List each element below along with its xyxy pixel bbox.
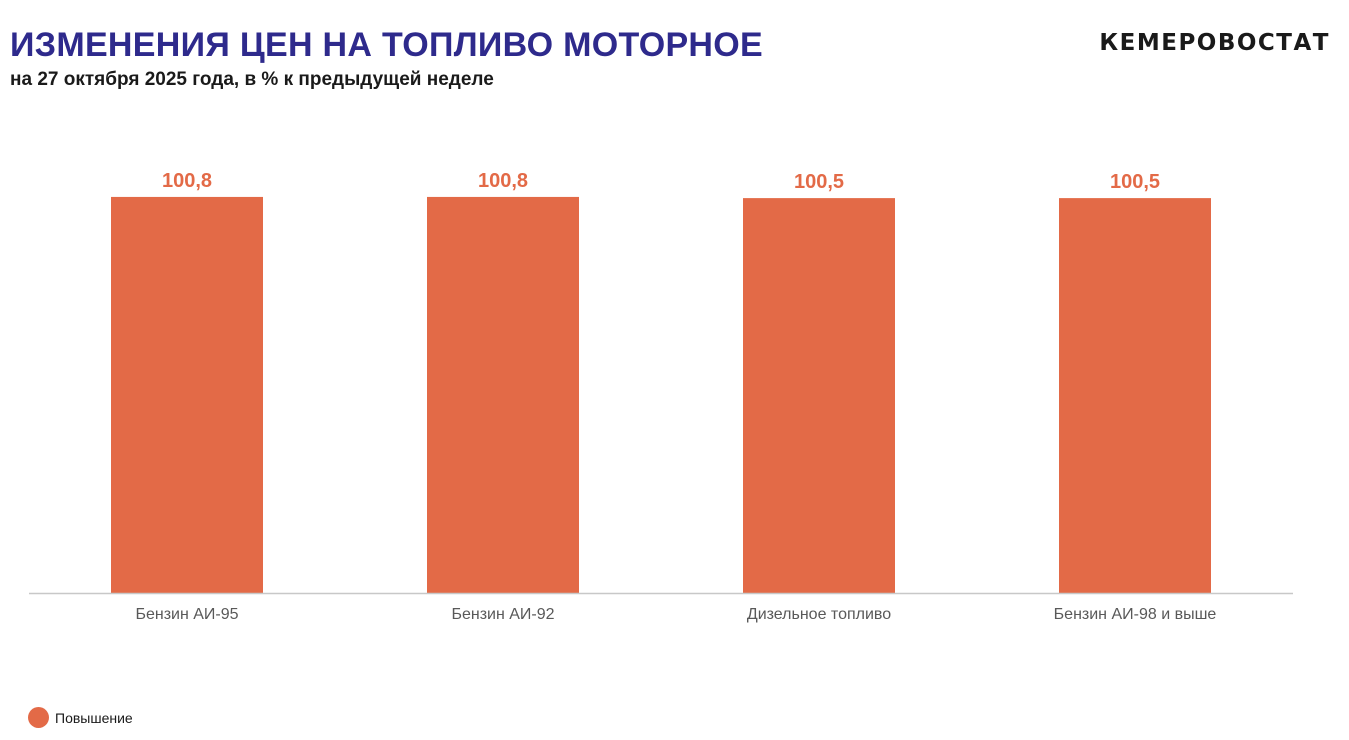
data-label-1: 100,8 bbox=[162, 170, 212, 192]
brand-logo: КЕМЕРОВОСТАТ bbox=[1099, 30, 1330, 56]
x-tick-label-1: Бензин АИ-95 bbox=[135, 606, 238, 623]
bar-chart: 100,8 Бензин АИ-95 100,8 Бензин АИ-92 100,5 Д… bbox=[29, 170, 1293, 623]
data-label-2: 100,8 bbox=[478, 170, 528, 192]
data-label-3: 100,5 bbox=[794, 171, 844, 193]
x-tick-label-4: Бензин АИ-98 и выше bbox=[1054, 606, 1217, 623]
bar-2 bbox=[427, 196, 579, 594]
chart-legend: Повышение bbox=[28, 707, 133, 728]
x-tick-label-2: Бензин АИ-92 bbox=[451, 606, 554, 623]
bar-3 bbox=[743, 198, 895, 594]
x-tick-label-3: Дизельное топливо bbox=[747, 606, 891, 623]
page-title: ИЗМЕНЕНИЯ ЦЕН НА ТОПЛИВО МОТОРНОЕ bbox=[10, 26, 764, 64]
bar-4 bbox=[1059, 198, 1211, 594]
legend-label-increase: Повышение bbox=[55, 709, 133, 726]
legend-swatch-increase bbox=[28, 707, 49, 728]
bar-1 bbox=[111, 196, 263, 594]
page-subtitle: на 27 октября 2025 года, в % к предыдуще… bbox=[10, 69, 494, 90]
data-label-4: 100,5 bbox=[1110, 171, 1160, 193]
